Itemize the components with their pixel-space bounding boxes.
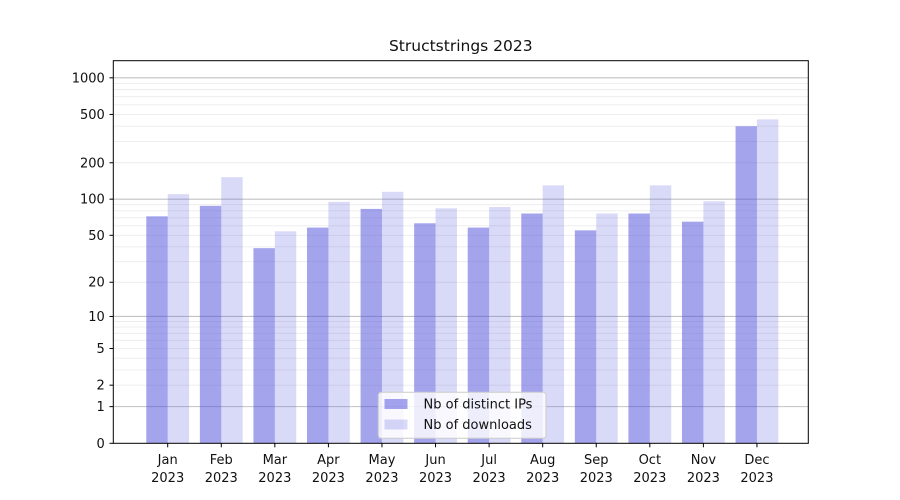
- bar-downloads-nov: [703, 201, 725, 444]
- x-tick-label-month: Sep: [584, 453, 609, 468]
- x-tick-label-month: Jan: [157, 453, 178, 468]
- x-tick-label-month: Aug: [530, 453, 555, 468]
- legend-box: [377, 391, 547, 439]
- bar-downloads-jan: [167, 194, 190, 444]
- x-tick-label-year: 2023: [633, 471, 666, 486]
- bar-distinct-ips-aug: [521, 213, 543, 444]
- bar-distinct-ips-oct: [628, 213, 650, 444]
- bar-downloads-mar: [274, 231, 297, 444]
- y-tick-label: 5: [97, 342, 105, 357]
- y-tick-label: 50: [88, 229, 105, 244]
- x-tick-label-month: Nov: [691, 453, 717, 468]
- bar-distinct-ips-jun: [414, 223, 436, 444]
- y-tick-label: 1000: [72, 71, 105, 86]
- y-tick-label: 20: [88, 276, 105, 291]
- y-tick-label: 100: [80, 193, 105, 208]
- x-tick-label-year: 2023: [365, 471, 398, 486]
- x-tick-label-month: Oct: [639, 453, 661, 468]
- y-tick-label: 10: [88, 310, 105, 325]
- x-tick-label-year: 2023: [580, 471, 613, 486]
- x-tick-label-year: 2023: [258, 471, 291, 486]
- bar-downloads-oct: [649, 185, 672, 444]
- bars-layer: [146, 119, 779, 444]
- legend-swatch-downloads: [384, 419, 408, 430]
- legend-swatch-distinct-ips: [384, 399, 408, 409]
- legend-label-distinct-ips: Nb of distinct IPs: [424, 398, 533, 413]
- bar-downloads-sep: [596, 213, 618, 444]
- y-tick-label: 2: [97, 379, 105, 394]
- axis-frame: [112, 60, 809, 444]
- x-tick-label-month: Apr: [317, 453, 340, 468]
- y-tick-label: 500: [80, 108, 105, 123]
- bar-distinct-ips-sep: [574, 230, 597, 444]
- y-tick-label: 200: [80, 156, 105, 171]
- bar-distinct-ips-apr: [307, 227, 329, 444]
- x-tick-label-month: May: [369, 453, 396, 468]
- x-tick-label-year: 2023: [526, 471, 559, 486]
- x-tick-label-month: Mar: [263, 453, 288, 468]
- bar-distinct-ips-feb: [199, 205, 222, 444]
- axes-layer: 0 1 2 5 10 20 50 100 200 500 1000 Jan 2023 Feb 2023 Mar…: [72, 60, 809, 486]
- bar-distinct-ips-may: [360, 208, 382, 444]
- x-tick-label-year: 2023: [473, 471, 506, 486]
- bar-distinct-ips-dec: [735, 126, 757, 444]
- x-tick-label-month: Jun: [424, 453, 445, 468]
- bar-downloads-dec: [756, 119, 779, 444]
- x-tick-label-year: 2023: [312, 471, 345, 486]
- x-tick-label-year: 2023: [419, 471, 452, 486]
- x-tick-label-year: 2023: [687, 471, 720, 486]
- bar-distinct-ips-jul: [467, 227, 490, 444]
- x-tick-label-year: 2023: [740, 471, 773, 486]
- x-tick-label-year: 2023: [205, 471, 238, 486]
- legend-label-downloads: Nb of downloads: [424, 418, 533, 433]
- x-tick-label-year: 2023: [151, 471, 184, 486]
- bar-distinct-ips-nov: [681, 221, 704, 444]
- bar-downloads-jun: [435, 208, 457, 444]
- bar-downloads-apr: [328, 201, 350, 444]
- chart-title: Structstrings 2023: [389, 37, 533, 55]
- bar-distinct-ips-mar: [253, 248, 275, 444]
- bar-downloads-aug: [542, 185, 565, 444]
- bar-distinct-ips-jan: [146, 216, 168, 444]
- x-tick-label-month: Feb: [210, 453, 233, 468]
- x-tick-label-month: Dec: [744, 453, 769, 468]
- y-tick-label: 0: [97, 437, 105, 452]
- bar-downloads-feb: [221, 177, 243, 444]
- x-tick-label-month: Jul: [480, 453, 497, 468]
- bar-downloads-jul: [489, 207, 511, 444]
- legend: Nb of distinct IPs Nb of downloads: [377, 391, 547, 439]
- y-tick-label: 1: [97, 400, 105, 415]
- bar-downloads-may: [381, 191, 404, 444]
